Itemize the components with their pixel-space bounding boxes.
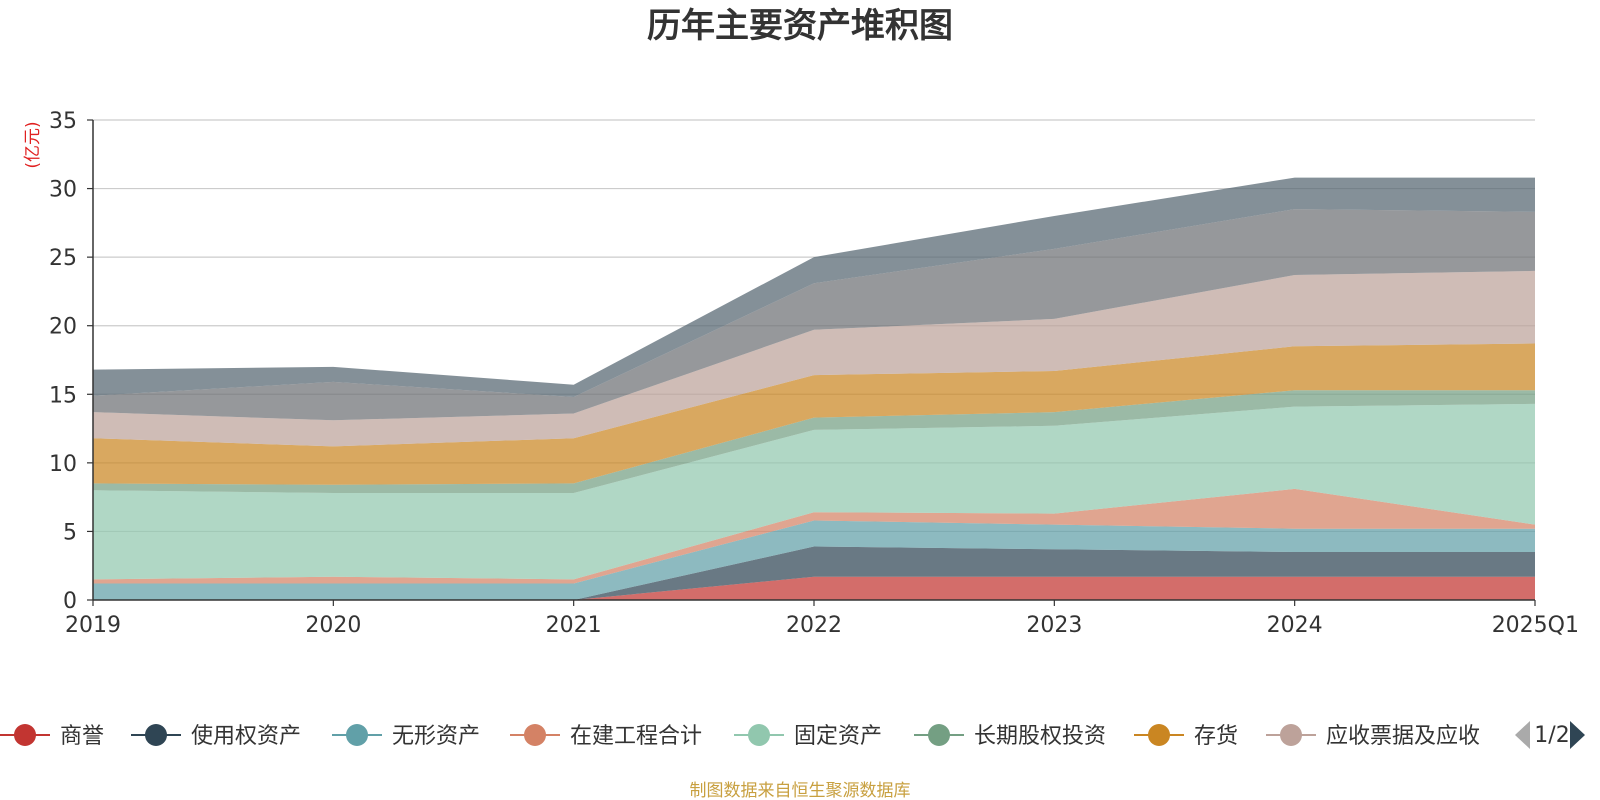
area-series-5 [93,403,1535,580]
source-note: 制图数据来自恒生聚源数据库 [690,781,911,800]
legend-item[interactable]: 应收票据及应收 [1266,724,1480,749]
x-tick-label: 2022 [786,613,842,638]
y-tick-label: 15 [49,383,77,408]
axes: 0 5 10 15 20 25 30 35 2019 2020 2021 2022 2023 2024 20… [49,109,1579,638]
area-series-7 [93,343,1535,485]
legend-label: 存货 [1194,724,1238,749]
legend-item[interactable]: 长期股权投资 [914,724,1106,749]
y-tick-label: 10 [49,452,77,477]
legend-label: 长期股权投资 [974,724,1106,749]
legend-marker [145,724,167,746]
legend-item[interactable]: 商誉 [0,724,104,749]
legend-label: 应收票据及应收 [1326,724,1480,749]
legend-item[interactable]: 固定资产 [734,724,882,749]
x-tick-label: 2023 [1026,613,1082,638]
area-series-3 [93,520,1535,600]
y-axis-unit: (亿元) [23,121,43,168]
x-tick-label: 2025Q1 [1492,613,1579,638]
legend-label: 使用权资产 [191,724,301,749]
chart-title: 历年主要资产堆积图 [647,6,953,46]
legend-label: 商誉 [60,724,104,749]
area-series-4 [93,488,1535,584]
legend: 商誉 使用权资产 无形资产 在建工程合计 固定资产 长期股权投资 存货 应收票据及应收 [0,724,1480,749]
legend-next-page-icon[interactable] [1570,721,1585,749]
area-series [93,177,1535,600]
y-tick-label: 5 [63,520,77,545]
legend-marker [1148,724,1170,746]
x-tick-label: 2024 [1267,613,1323,638]
y-tick-label: 0 [63,589,77,614]
legend-marker [928,724,950,746]
legend-label: 固定资产 [794,724,882,749]
legend-item[interactable]: 无形资产 [332,724,480,749]
legend-page-indicator: 1/2 [1534,723,1569,748]
area-series-2 [93,546,1535,600]
legend-marker [1280,724,1302,746]
area-series-9 [93,209,1535,421]
area-series-10 [93,177,1535,397]
legend-item[interactable]: 在建工程合计 [510,724,702,749]
legend-prev-page-icon[interactable] [1515,721,1530,749]
legend-item[interactable]: 存货 [1134,724,1238,749]
area-series-6 [93,390,1535,493]
x-tick-label: 2019 [65,613,121,638]
legend-marker [748,724,770,746]
legend-marker [524,724,546,746]
legend-marker [346,724,368,746]
y-tick-label: 20 [49,315,77,340]
area-series-8 [93,270,1535,447]
area-series-1 [93,576,1535,600]
y-tick-label: 30 [49,178,77,203]
x-tick-label: 2021 [546,613,602,638]
y-tick-label: 35 [49,109,77,134]
legend-label: 无形资产 [392,724,480,749]
y-tick-label: 25 [49,246,77,271]
legend-label: 在建工程合计 [570,724,702,749]
x-tick-label: 2020 [305,613,361,638]
legend-marker [14,724,36,746]
legend-item[interactable]: 使用权资产 [131,724,301,749]
